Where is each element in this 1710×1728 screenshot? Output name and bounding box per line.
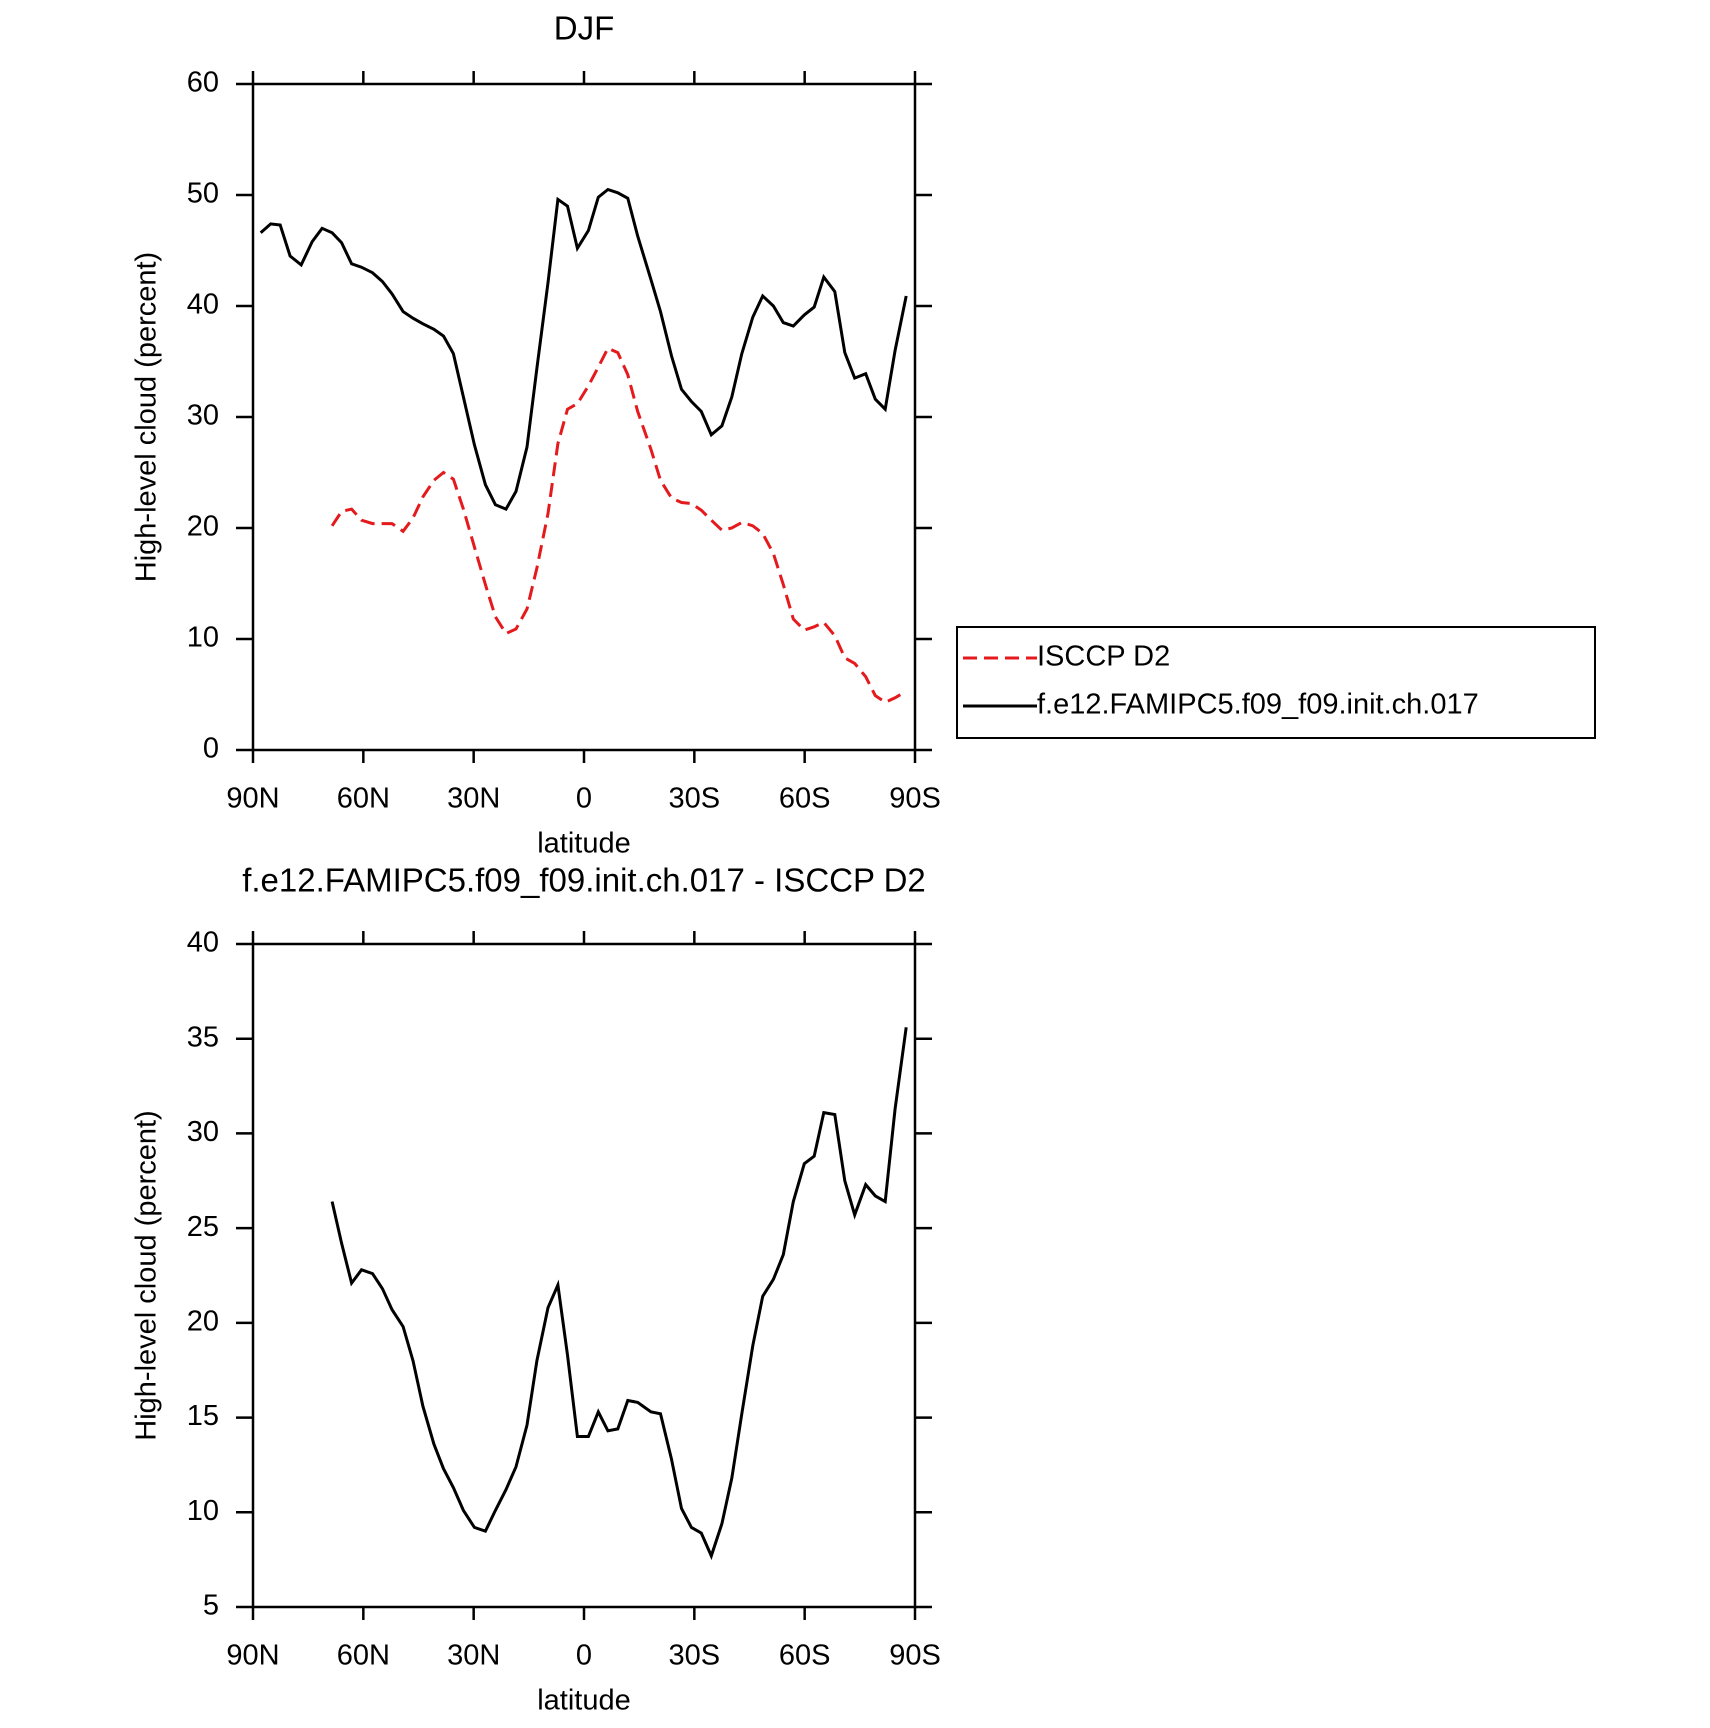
y-tick-label: 5 <box>203 1590 219 1622</box>
y-tick-label: 60 <box>187 67 219 99</box>
x-tick-label: 60N <box>337 1640 390 1672</box>
y-tick-label: 35 <box>187 1021 219 1053</box>
plot-frame <box>251 82 917 752</box>
x-tick-label: 30S <box>669 783 721 815</box>
y-tick-label: 40 <box>187 289 219 321</box>
legend-box <box>956 626 1596 739</box>
chart-title: DJF <box>554 10 615 47</box>
x-tick-label: 0 <box>576 1640 592 1672</box>
x-tick-label: 30N <box>447 1640 500 1672</box>
data-line <box>330 346 907 705</box>
plot-frame <box>251 942 917 1609</box>
x-tick-label: 60N <box>337 783 390 815</box>
x-tick-label: 60S <box>779 783 831 815</box>
x-tick-label: 0 <box>576 783 592 815</box>
y-tick-label: 15 <box>187 1400 219 1432</box>
data-line <box>330 1027 908 1561</box>
x-tick-label: 30S <box>669 1640 721 1672</box>
y-tick-label: 20 <box>187 1306 219 1338</box>
x-axis-label: latitude <box>537 828 631 860</box>
x-tick-label: 90N <box>226 783 279 815</box>
x-tick-label: 60S <box>779 1640 831 1672</box>
chart-title: f.e12.FAMIPC5.f09_f09.init.ch.017 - ISCC… <box>242 862 926 899</box>
y-axis-label: High-level cloud (percent) <box>131 1110 163 1440</box>
y-tick-label: 25 <box>187 1211 219 1243</box>
y-axis-label: High-level cloud (percent) <box>131 252 163 582</box>
legend-label: f.e12.FAMIPC5.f09_f09.init.ch.017 <box>1037 689 1479 721</box>
y-tick-label: 0 <box>203 733 219 765</box>
x-tick-label: 90S <box>889 783 941 815</box>
x-tick-label: 90N <box>226 1640 279 1672</box>
y-tick-label: 10 <box>187 1495 219 1527</box>
data-line <box>259 187 908 511</box>
legend-label: ISCCP D2 <box>1037 641 1170 673</box>
x-tick-label: 90S <box>889 1640 941 1672</box>
x-axis-label: latitude <box>537 1685 631 1717</box>
x-tick-label: 30N <box>447 783 500 815</box>
y-tick-label: 50 <box>187 178 219 210</box>
y-tick-label: 20 <box>187 511 219 543</box>
y-tick-label: 30 <box>187 400 219 432</box>
y-tick-label: 40 <box>187 927 219 959</box>
y-tick-label: 30 <box>187 1116 219 1148</box>
legend: ISCCP D2 f.e12.FAMIPC5.f09_f09.init.ch.01… <box>956 626 1596 739</box>
y-tick-label: 10 <box>187 622 219 654</box>
